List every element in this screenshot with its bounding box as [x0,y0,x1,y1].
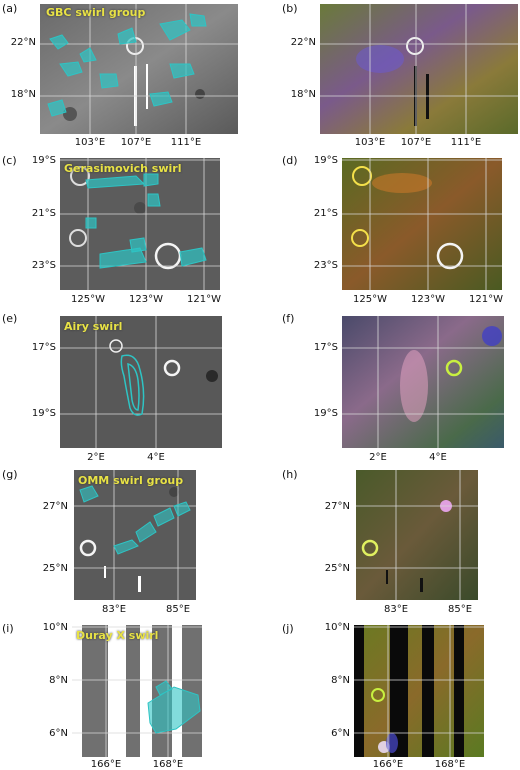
map-image-color [342,158,502,290]
lon-tick: 121°W [187,294,221,305]
lat-tick: 27°N [42,501,68,512]
map-image-gray [74,470,196,600]
panel-label: (c) [2,154,17,167]
lat-tick: 27°N [324,501,350,512]
lon-tick: 103°E [354,137,386,148]
map-image-gray [72,625,202,757]
panel-label: (i) [2,622,14,635]
lat-tick: 25°N [324,563,350,574]
lon-tick: 166°E [372,759,404,770]
lon-tick: 103°E [74,137,106,148]
panel-title: Airy swirl [64,320,123,333]
map-image-color [342,316,504,448]
lon-tick: 107°E [120,137,152,148]
lon-tick: 2°E [87,452,105,463]
lon-tick: 168°E [152,759,184,770]
lon-tick: 85°E [447,604,473,615]
lon-tick: 107°E [400,137,432,148]
lon-tick: 123°W [129,294,163,305]
lon-tick: 85°E [165,604,191,615]
panel-title: OMM swirl group [78,474,184,487]
lat-tick: 19°S [31,155,56,166]
map-image-gray [60,316,222,448]
lon-tick: 121°W [469,294,503,305]
lon-tick: 83°E [101,604,127,615]
map-image-color [320,4,518,134]
panel-label: (f) [282,312,295,325]
lat-tick: 21°S [31,208,56,219]
panel-label: (a) [2,2,18,15]
lon-tick: 168°E [434,759,466,770]
lat-tick: 17°S [31,342,56,353]
lat-tick: 19°S [313,155,338,166]
lat-tick: 18°N [10,89,36,100]
lat-tick: 25°N [42,563,68,574]
panel-label: (h) [282,468,298,481]
lat-tick: 18°N [290,89,316,100]
lat-tick: 19°S [31,408,56,419]
lon-tick: 111°E [170,137,202,148]
lon-tick: 4°E [147,452,165,463]
lat-tick: 23°S [313,260,338,271]
lat-tick: 10°N [42,622,68,633]
panel-label: (g) [2,468,18,481]
lon-tick: 2°E [369,452,387,463]
panel-label: (b) [282,2,298,15]
lat-tick: 22°N [10,37,36,48]
lat-tick: 22°N [290,37,316,48]
panel-label: (e) [2,312,18,325]
map-image-color [356,470,478,600]
lon-tick: 4°E [429,452,447,463]
map-image-color [354,625,484,757]
lat-tick: 6°N [331,728,350,739]
panel-label: (j) [282,622,294,635]
map-image-gray [40,4,238,134]
map-image-gray [60,158,220,290]
lon-tick: 83°E [383,604,409,615]
panel-title: Gerasimovich swirl [64,162,182,175]
panel-title: GBC swirl group [46,6,146,19]
lat-tick: 21°S [313,208,338,219]
lon-tick: 123°W [411,294,445,305]
lat-tick: 8°N [49,675,68,686]
lon-tick: 125°W [353,294,387,305]
lat-tick: 10°N [324,622,350,633]
lon-tick: 166°E [90,759,122,770]
lat-tick: 19°S [313,408,338,419]
lat-tick: 17°S [313,342,338,353]
lon-tick: 111°E [450,137,482,148]
lon-tick: 125°W [71,294,105,305]
panel-label: (d) [282,154,298,167]
lat-tick: 8°N [331,675,350,686]
panel-title: Duray X swirl [76,629,159,642]
lat-tick: 23°S [31,260,56,271]
lat-tick: 6°N [49,728,68,739]
